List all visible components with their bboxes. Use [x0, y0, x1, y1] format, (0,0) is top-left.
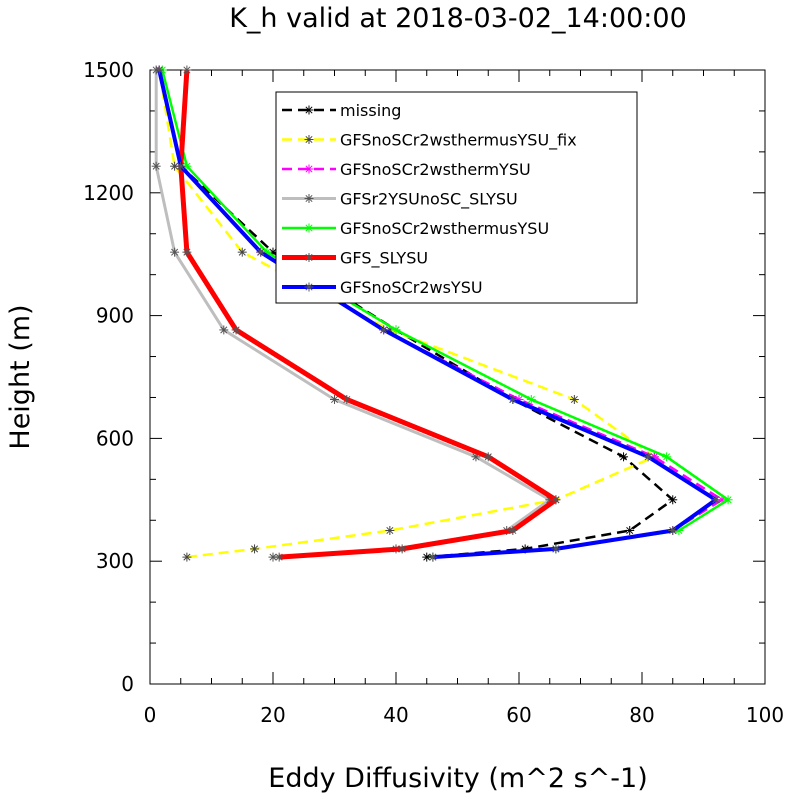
series-point: [151, 161, 161, 171]
series-GFS_SLYSU: [176, 65, 561, 562]
legend-label: GFSnoSCr2wsYSU: [340, 278, 483, 297]
series-point: [551, 544, 561, 554]
legend-label: GFS_SLYSU: [340, 249, 428, 269]
legend-entry: GFSnoSCr2wsYSU: [282, 278, 483, 297]
series-point: [668, 495, 678, 505]
legend-marker: [304, 194, 314, 203]
y-tick-label: 600: [96, 426, 134, 450]
series-point: [182, 247, 192, 257]
series-point: [385, 526, 395, 535]
x-tick-label: 80: [629, 703, 654, 727]
series-point: [643, 452, 653, 462]
series-GFSnoSCr2wsthermusYSU_fix: [154, 65, 659, 562]
series-point: [182, 552, 192, 562]
legend-entry: missing: [282, 101, 401, 120]
series-point: [569, 395, 579, 405]
series-point: [662, 452, 672, 462]
series-point: [268, 552, 278, 562]
series-point: [231, 325, 241, 335]
series-point: [508, 526, 518, 535]
legend-entry: GFS_SLYSU: [282, 249, 428, 269]
y-tick-label: 1200: [83, 181, 134, 205]
series-point: [668, 526, 678, 535]
series-point: [391, 325, 401, 335]
legend-label: GFSnoSCr2wsthermusYSU: [340, 219, 549, 238]
series-point: [619, 452, 629, 462]
legend: missing GFSnoSCr2wsthermusYSU_fix GFSnoSCr…: [275, 91, 638, 304]
x-tick-label: 100: [746, 703, 784, 727]
x-tick-label: 0: [144, 703, 157, 727]
x-tick-label: 60: [506, 703, 531, 727]
series-point: [551, 495, 561, 505]
series-point: [723, 495, 733, 505]
legend-marker: [304, 223, 314, 233]
x-axis-label: Eddy Diffusivity (m^2 s^-1): [268, 763, 647, 794]
series-point: [250, 544, 260, 554]
y-tick-label: 300: [96, 549, 134, 573]
legend-marker: [304, 164, 314, 174]
series-point: [526, 395, 536, 405]
series-point: [182, 65, 192, 75]
series-point: [170, 247, 180, 257]
series-line: [157, 69, 718, 560]
legend-label: GFSr2YSUnoSC_SLYSU: [340, 190, 518, 210]
series-line: [178, 69, 559, 560]
series-point: [711, 495, 721, 505]
series-point: [397, 544, 407, 554]
legend-marker: [304, 135, 314, 144]
series-line: [157, 69, 656, 559]
legend-marker: [304, 253, 314, 262]
x-tick-labels: 0 20 40 60 80 100: [144, 703, 784, 727]
series-point: [342, 395, 352, 405]
legend-label: GFSnoSCr2wsthermusYSU_fix: [340, 131, 577, 151]
chart-title: K_h valid at 2018-03-02_14:00:00: [229, 3, 687, 34]
legend-marker: [304, 282, 314, 292]
legend-label: missing: [340, 101, 401, 120]
legend-entry: GFSnoSCr2wsthermusYSU: [282, 219, 549, 238]
series-point: [428, 552, 438, 562]
series-point: [154, 65, 164, 75]
series-point: [274, 552, 284, 562]
series-point: [170, 161, 180, 171]
legend-entry: GFSnoSCr2wsthermusYSU_fix: [282, 131, 577, 151]
series-point: [256, 247, 266, 257]
series-point: [483, 452, 493, 462]
y-tick-label: 900: [96, 304, 134, 328]
series-point: [330, 395, 339, 405]
legend-label: GFSnoSCr2wsthermYSU: [340, 160, 531, 179]
y-tick-label: 0: [121, 672, 134, 696]
legend-entry: GFSnoSCr2wsthermYSU: [282, 160, 531, 179]
series-point: [379, 325, 389, 335]
legend-box: [275, 91, 638, 304]
series-GFSnoSCr2wsYSU: [154, 65, 721, 562]
x-tick-label: 20: [260, 703, 285, 727]
series-point: [237, 247, 247, 257]
y-tick-labels: 0 300 600 900 1200 1500: [83, 58, 134, 696]
y-axis-label: Height (m): [5, 304, 36, 449]
legend-marker: [304, 105, 314, 115]
series-point: [508, 395, 518, 405]
tick-marks: [149, 69, 766, 685]
series-point: [219, 325, 229, 335]
legend-entry: GFSr2YSUnoSC_SLYSU: [282, 190, 518, 210]
y-tick-label: 1500: [83, 58, 134, 82]
series-point: [176, 161, 186, 171]
x-tick-label: 40: [383, 703, 408, 727]
series-layer: [151, 65, 733, 562]
series-point: [625, 526, 635, 535]
